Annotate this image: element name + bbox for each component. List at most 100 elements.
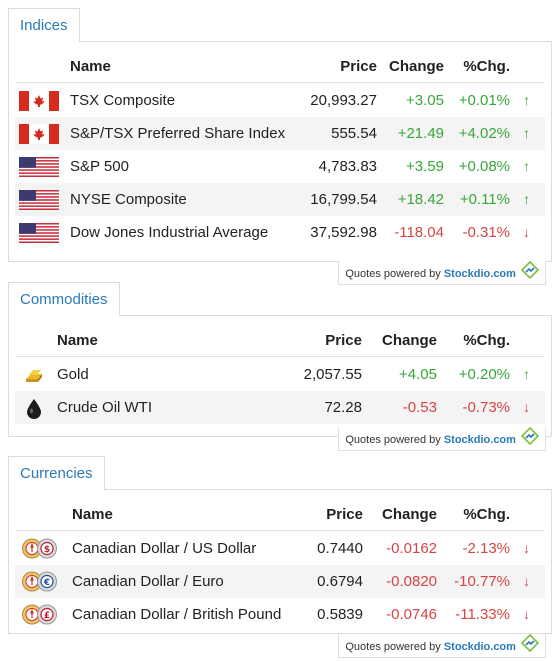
- stockdio-logo-icon: [520, 633, 540, 660]
- table-row[interactable]: € Canadian Dollar / Euro 0.6794 -0.0820 -10.…: [15, 565, 545, 598]
- arrow-up-icon: ↑: [523, 125, 530, 141]
- indices-widget: Indices Name Price Change %Chg. TSX Comp…: [8, 8, 552, 285]
- cad-gbp-coins-icon: £: [21, 604, 59, 625]
- us-flag-icon: [19, 157, 59, 178]
- row-name: S&P/TSX Preferred Share Index: [70, 125, 286, 142]
- row-price: 72.28: [324, 399, 362, 416]
- header-change: Change: [381, 332, 437, 349]
- header-name: Name: [72, 506, 113, 523]
- table-row[interactable]: NYSE Composite 16,799.54 +18.42 +0.11% ↑: [15, 183, 545, 216]
- header-pct: %Chg.: [463, 58, 510, 75]
- row-pct: +0.01%: [458, 92, 510, 109]
- row-pct: +0.11%: [459, 191, 510, 208]
- row-change: -0.0746: [386, 606, 437, 623]
- us-flag-icon: [19, 223, 59, 244]
- table-header: Name Price Change %Chg.: [15, 324, 545, 357]
- row-price: 2,057.55: [303, 366, 362, 383]
- row-change: +4.05: [399, 366, 437, 383]
- commodities-widget: Commodities Name Price Change %Chg. Gold…: [8, 282, 552, 452]
- stockdio-credit[interactable]: Quotes powered by Stockdio.com: [338, 633, 546, 660]
- row-name: Canadian Dollar / British Pound: [72, 606, 282, 623]
- credit-text: Quotes powered by: [345, 267, 441, 280]
- header-name: Name: [70, 58, 111, 75]
- credit-brand[interactable]: Stockdio.com: [443, 640, 516, 653]
- commodities-panel: Name Price Change %Chg. Gold 2,057.55 +4.0…: [8, 315, 552, 437]
- table-row[interactable]: S&P 500 4,783.83 +3.59 +0.08% ↑: [15, 150, 545, 183]
- row-change: +3.59: [406, 158, 444, 175]
- header-price: Price: [325, 332, 362, 349]
- stockdio-credit[interactable]: Quotes powered by Stockdio.com: [338, 426, 546, 453]
- header-price: Price: [326, 506, 363, 523]
- row-price: 0.7440: [317, 540, 363, 557]
- row-name: S&P 500: [70, 158, 129, 175]
- svg-text:£: £: [44, 611, 50, 621]
- row-price: 16,799.54: [310, 191, 377, 208]
- row-pct: -11.33%: [455, 606, 510, 623]
- arrow-down-icon: ↓: [523, 606, 530, 622]
- arrow-down-icon: ↓: [523, 224, 530, 240]
- currencies-panel: Name Price Change %Chg. $ Canadian Dollar…: [8, 489, 552, 634]
- stockdio-logo-icon: [520, 260, 540, 287]
- table-row[interactable]: Dow Jones Industrial Average 37,592.98 -11…: [15, 216, 545, 249]
- tab-currencies[interactable]: Currencies: [8, 456, 105, 490]
- row-change: +21.49: [397, 125, 444, 142]
- row-price: 4,783.83: [318, 158, 377, 175]
- row-name: TSX Composite: [70, 92, 176, 109]
- canada-flag-icon: [19, 91, 59, 111]
- row-name: Dow Jones Industrial Average: [70, 224, 269, 241]
- table-row[interactable]: £ Canadian Dollar / British Pound 0.5839 -0…: [15, 598, 545, 631]
- us-flag-icon: [19, 190, 59, 211]
- stockdio-credit[interactable]: Quotes powered by Stockdio.com: [338, 260, 546, 287]
- cad-usd-coins-icon: $: [21, 538, 59, 559]
- stockdio-logo-icon: [520, 426, 540, 453]
- row-change: -0.0820: [386, 573, 437, 590]
- arrow-up-icon: ↑: [523, 158, 530, 174]
- credit-brand[interactable]: Stockdio.com: [443, 433, 516, 446]
- header-name: Name: [57, 332, 98, 349]
- row-change: +3.05: [406, 92, 444, 109]
- row-change: -0.0162: [386, 540, 437, 557]
- table-row[interactable]: TSX Composite 20,993.27 +3.05 +0.01% ↑: [15, 84, 545, 117]
- arrow-up-icon: ↑: [523, 366, 530, 382]
- arrow-down-icon: ↓: [523, 399, 530, 415]
- row-name: NYSE Composite: [70, 191, 187, 208]
- row-pct: +0.20%: [458, 366, 510, 383]
- cad-eur-coins-icon: €: [21, 571, 59, 592]
- table-row[interactable]: S&P/TSX Preferred Share Index 555.54 +21.4…: [15, 117, 545, 150]
- row-price: 20,993.27: [310, 92, 377, 109]
- svg-text:$: $: [44, 545, 50, 555]
- svg-text:€: €: [43, 578, 50, 588]
- row-name: Canadian Dollar / Euro: [72, 573, 224, 590]
- credit-brand[interactable]: Stockdio.com: [443, 267, 516, 280]
- arrow-down-icon: ↓: [523, 573, 530, 589]
- canada-flag-icon: [19, 124, 59, 144]
- header-pct: %Chg.: [463, 332, 510, 349]
- gold-bar-icon: [23, 364, 45, 386]
- row-change: -0.53: [402, 399, 437, 416]
- arrow-up-icon: ↑: [523, 191, 530, 207]
- row-price: 0.5839: [317, 606, 363, 623]
- credit-text: Quotes powered by: [345, 640, 441, 653]
- row-name: Crude Oil WTI: [57, 399, 153, 416]
- table-row[interactable]: Crude Oil WTI 72.28 -0.53 -0.73% ↓: [15, 391, 545, 424]
- row-pct: +4.02%: [458, 125, 510, 142]
- currencies-widget: Currencies Name Price Change %Chg. $ Cana…: [8, 456, 552, 659]
- tab-commodities[interactable]: Commodities: [8, 282, 120, 316]
- row-change: +18.42: [397, 191, 444, 208]
- tab-indices[interactable]: Indices: [8, 8, 80, 42]
- row-pct: -0.73%: [462, 399, 510, 416]
- row-name: Gold: [57, 366, 89, 383]
- table-row[interactable]: $ Canadian Dollar / US Dollar 0.7440 -0.016…: [15, 532, 545, 565]
- arrow-up-icon: ↑: [523, 92, 530, 108]
- header-change: Change: [381, 506, 437, 523]
- row-price: 37,592.98: [310, 224, 377, 241]
- table-header: Name Price Change %Chg.: [15, 498, 545, 531]
- header-change: Change: [388, 58, 444, 75]
- table-row[interactable]: Gold 2,057.55 +4.05 +0.20% ↑: [15, 358, 545, 391]
- row-name: Canadian Dollar / US Dollar: [72, 540, 257, 557]
- row-pct: -2.13%: [462, 540, 510, 557]
- row-pct: -10.77%: [454, 573, 510, 590]
- row-change: -118.04: [394, 224, 444, 241]
- oil-drop-icon: [23, 397, 45, 419]
- indices-panel: Name Price Change %Chg. TSX Composite 20,…: [8, 41, 552, 262]
